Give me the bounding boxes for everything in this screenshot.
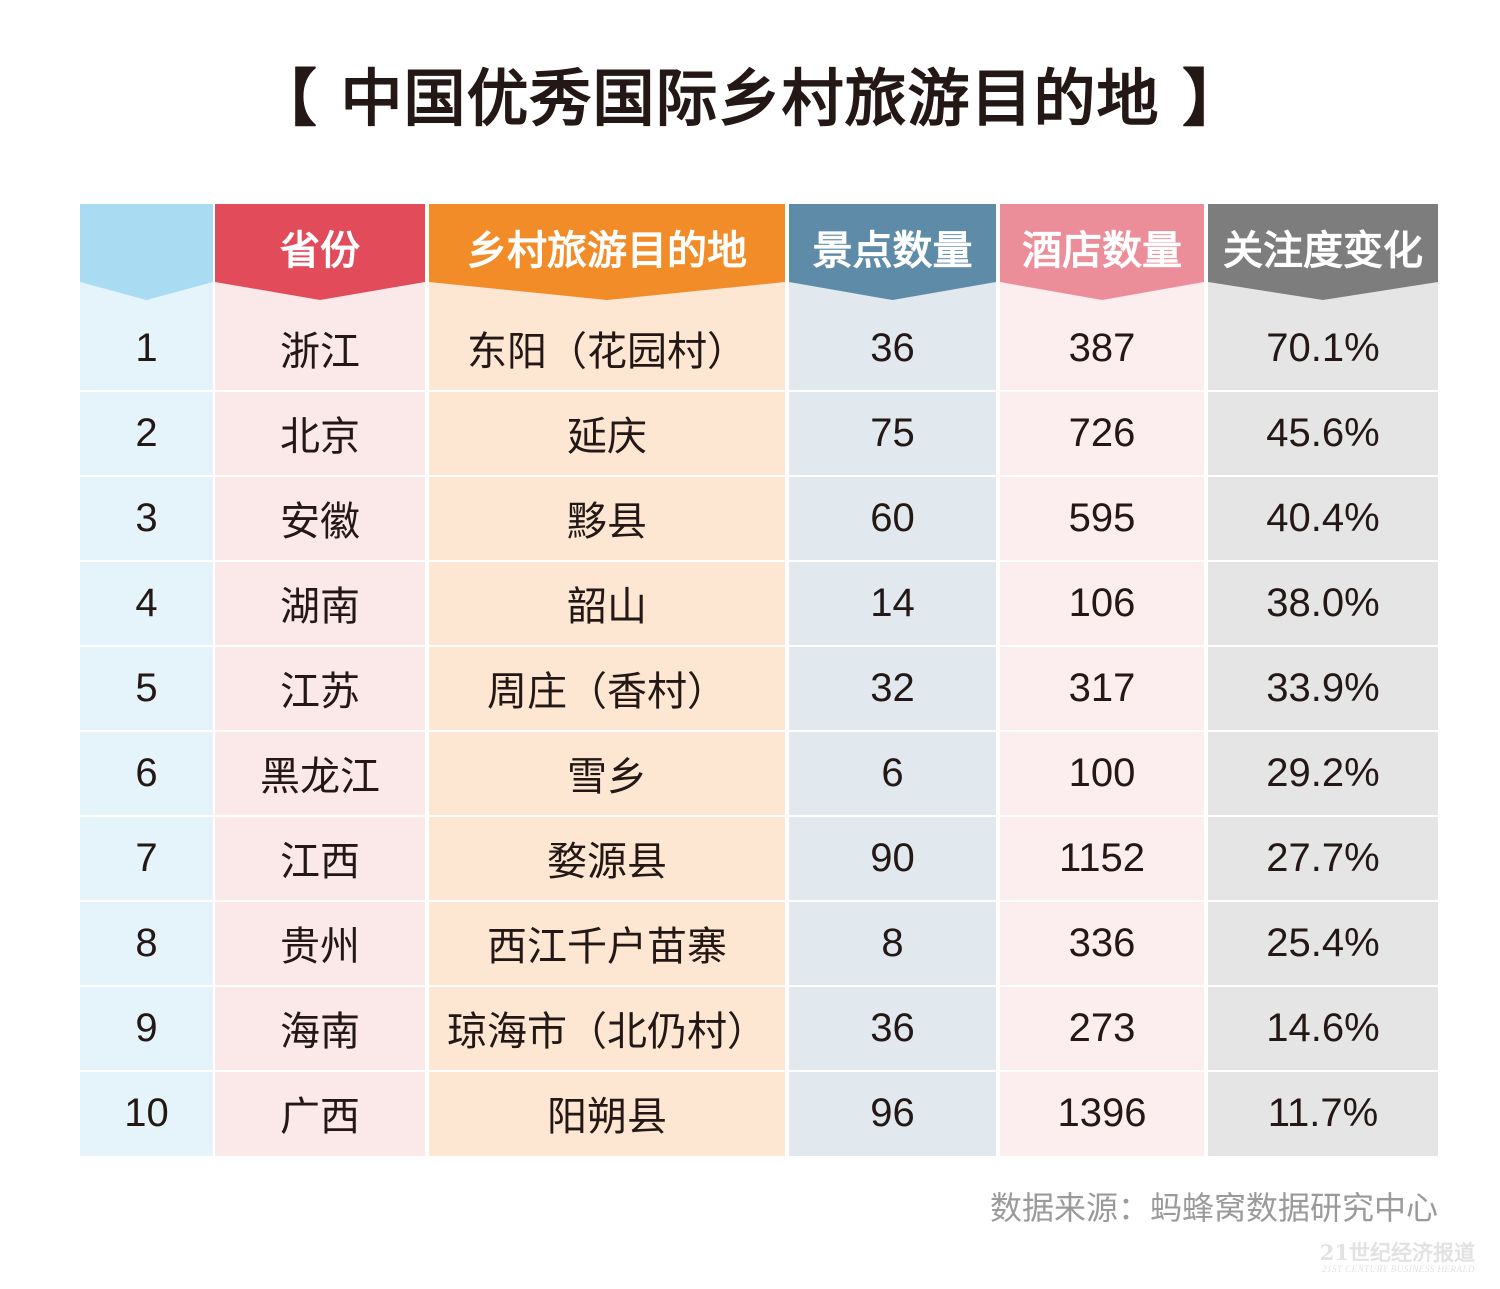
row-divider [80,985,1438,987]
cell-attractions: 32 [870,665,915,710]
cell-province: 贵州 [280,924,360,970]
column-change: 关注度变化 70.1% 45.6% 40.4% 38.0% 33.9% 29.2% 27.7%… [1208,204,1438,1156]
cell-change: 70.1% [1266,325,1380,370]
cell-attractions: 60 [870,495,915,540]
cell-change: 33.9% [1266,665,1380,710]
cell-change: 25.4% [1266,920,1380,965]
cell-province: 浙江 [280,329,360,375]
cell-attractions: 8 [881,920,904,965]
cell-hotels: 595 [1068,495,1136,540]
watermark-logo-subtitle: 21ST CENTURY BUSINESS HERALD [1322,1264,1475,1274]
row-divider [80,560,1438,562]
cell-destination: 韶山 [567,584,647,630]
cell-rank: 7 [135,835,158,880]
cell-rank: 10 [124,1090,169,1135]
column-hotels: 酒店数量 387 726 595 106 317 100 1152 336 273 1396 [1000,204,1204,1156]
cell-change: 40.4% [1266,495,1380,540]
cell-province: 广西 [280,1094,360,1140]
cell-province: 海南 [280,1009,360,1055]
cell-rank: 8 [135,920,158,965]
cell-hotels: 1396 [1057,1090,1147,1135]
cell-destination: 周庄（香村） [487,669,727,715]
cell-change: 38.0% [1266,580,1380,625]
cell-attractions: 6 [881,750,904,795]
cell-hotels: 317 [1068,665,1136,710]
row-divider [80,475,1438,477]
cell-change: 45.6% [1266,410,1380,455]
cell-rank: 5 [135,665,158,710]
row-divider [80,1070,1438,1072]
cell-change: 27.7% [1266,835,1380,880]
column-attractions: 景点数量 36 75 60 14 32 6 90 8 36 96 [789,204,996,1156]
cell-attractions: 90 [870,835,915,880]
header-destination: 乡村旅游目的地 [429,204,785,300]
cell-attractions: 36 [870,1005,915,1050]
column-province: 省份浙江北京安徽湖南江苏黑龙江江西贵州海南广西 [215,204,425,1156]
row-divider [80,645,1438,647]
cell-province: 湖南 [280,584,360,630]
cell-attractions: 75 [870,410,915,455]
data-source: 数据来源：蚂蜂窝数据研究中心 [989,1189,1438,1227]
cell-destination: 阳朔县 [547,1094,667,1140]
watermark-logo: 21世纪经济报道 [1319,1240,1475,1265]
cell-destination: 延庆 [567,414,647,460]
cell-destination: 婺源县 [547,839,667,885]
header-change: 关注度变化 [1208,204,1438,300]
cell-province: 江苏 [280,669,360,715]
cell-attractions: 14 [870,580,915,625]
cell-province: 黑龙江 [260,754,380,800]
cell-rank: 6 [135,750,158,795]
cell-destination: 琼海市（北仍村） [447,1009,767,1055]
cell-hotels: 336 [1068,920,1136,965]
row-divider [80,730,1438,732]
cell-rank: 4 [135,580,158,625]
header-rank [80,204,213,300]
cell-hotels: 387 [1068,325,1136,370]
cell-attractions: 96 [870,1090,915,1135]
cell-destination: 黟县 [567,499,647,545]
cell-change: 14.6% [1266,1005,1380,1050]
header-hotels: 酒店数量 [1000,204,1204,300]
header-province: 省份 [215,204,425,300]
cell-change: 11.7% [1267,1090,1379,1135]
cell-rank: 9 [135,1005,158,1050]
cell-destination: 西江千户苗寨 [487,924,727,970]
column-destination: 乡村旅游目的地东阳（花园村） 延庆黟县韶山周庄（香村） 雪乡婺源县西江千户苗寨 琼海市… [429,204,785,1156]
cell-rank: 1 [135,325,158,370]
cell-province: 安徽 [280,499,360,545]
cell-province: 江西 [280,839,360,885]
row-divider [80,900,1438,902]
header-attractions: 景点数量 [789,204,996,300]
cell-change: 29.2% [1266,750,1380,795]
cell-province: 北京 [280,414,360,460]
column-rank: 1 2 3 4 5 6 7 8 9 10 [80,204,213,1156]
cell-hotels: 273 [1068,1005,1136,1050]
row-divider [80,815,1438,817]
cell-hotels: 1152 [1058,835,1145,880]
cell-rank: 3 [135,495,158,540]
page-title: 【 中国优秀国际乡村旅游目的地 】 [254,62,1246,135]
cell-attractions: 36 [870,325,915,370]
cell-hotels: 100 [1068,750,1136,795]
cell-hotels: 106 [1068,580,1136,625]
cell-destination: 东阳（花园村） [467,329,747,375]
cell-rank: 2 [135,410,158,455]
cell-destination: 雪乡 [567,754,647,800]
cell-hotels: 726 [1068,410,1136,455]
row-divider [80,390,1438,392]
